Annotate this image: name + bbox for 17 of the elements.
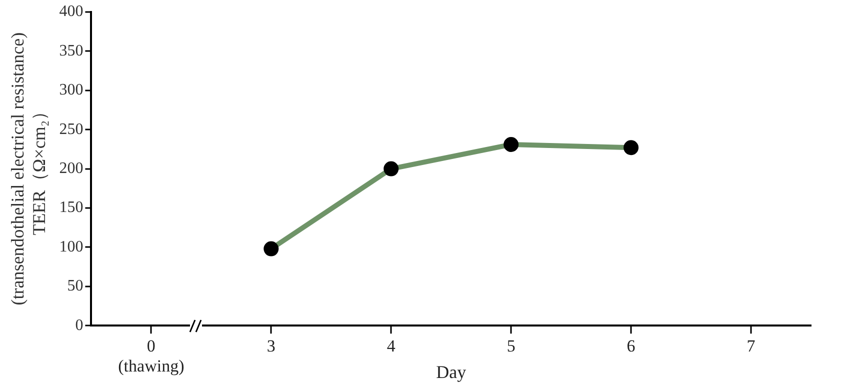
x-tick-label: 3 — [266, 336, 276, 356]
y-axis-title: (transendothelial electrical resistance) TEER（Ω×cm₂） — [8, 32, 50, 306]
x-tick-label: 7 — [746, 336, 756, 356]
x-tick-label: 6 — [626, 336, 636, 356]
y-tick-label: 50 — [67, 278, 84, 295]
x-tick-label: 5 — [506, 336, 516, 356]
x-tick-label: 0 (thawing) — [118, 336, 184, 376]
y-tick-label: 250 — [59, 120, 84, 138]
y-tick-label: 350 — [59, 42, 84, 60]
y-tick-label: 0 — [75, 316, 84, 334]
y-tick-label: 200 — [59, 160, 84, 178]
y-tick-label: 150 — [59, 199, 84, 216]
x-tick-label: 4 — [386, 336, 396, 356]
y-tick-label: 100 — [59, 238, 84, 256]
y-tick-label: 400 — [59, 3, 84, 20]
x-axis-title: Day — [436, 362, 466, 382]
y-tick-label: 300 — [59, 82, 84, 99]
